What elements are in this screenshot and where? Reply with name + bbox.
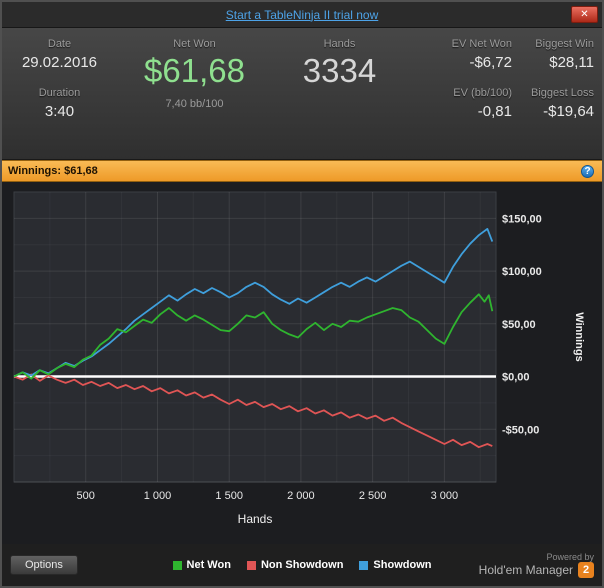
legend-label: Non Showdown (260, 559, 344, 571)
winnings-chart-panel: $150,00 $100,00 $50,00 $0,00 -$50,00 500 1 000… (2, 182, 602, 544)
x-tick-label: 1 500 (215, 490, 243, 502)
brand-block: Powered by Hold'em Manager 2 (479, 552, 594, 579)
legend-item-non-showdown: Non Showdown (246, 559, 344, 571)
legend-label: Net Won (186, 559, 231, 571)
biggest-loss-label: Biggest Loss (531, 87, 594, 99)
winnings-header-label: Winnings: $61,68 (8, 165, 98, 177)
series-line-showdown (13, 228, 494, 378)
winnings-header-bar: Winnings: $61,68 ? (2, 160, 602, 182)
close-button[interactable]: ✕ (571, 6, 598, 23)
hm2-logo-icon: 2 (578, 562, 594, 579)
options-button[interactable]: Options (10, 555, 78, 575)
showdown-swatch-icon (359, 560, 369, 570)
help-icon[interactable]: ? (581, 165, 594, 178)
top-bar: Start a TableNinja II trial now ✕ (2, 2, 602, 28)
x-axis-title: Hands (238, 512, 273, 526)
y-tick-label: $150,00 (502, 213, 542, 225)
net-won-swatch-icon (172, 560, 182, 570)
series-line-non-showdown (13, 373, 493, 449)
biggest-win-label: Biggest Win (535, 38, 594, 50)
biggest-win-value: $28,11 (549, 54, 594, 71)
duration-value: 3:40 (44, 103, 75, 120)
duration-label: Duration (38, 87, 81, 99)
x-tick-label: 500 (77, 490, 95, 502)
date-duration-column: Date 29.02.2016 Duration 3:40 (2, 38, 117, 159)
net-won-bb100: 7,40 bb/100 (165, 98, 224, 110)
y-tick-label: -$50,00 (502, 424, 539, 436)
ev-column: EV Net Won -$6,72 EV (bb/100) -0,81 (407, 38, 512, 159)
legend-item-showdown: Showdown (359, 559, 431, 571)
winnings-chart: $150,00 $100,00 $50,00 $0,00 -$50,00 500 1 000… (13, 191, 585, 526)
hands-label: Hands (323, 38, 356, 50)
x-tick-label: 2 000 (287, 490, 315, 502)
x-tick-label: 1 000 (144, 490, 172, 502)
legend-item-net-won: Net Won (172, 559, 231, 571)
net-won-value: $61,68 (144, 52, 245, 89)
hands-value: 3334 (302, 52, 377, 89)
y-tick-label: $0,00 (502, 372, 530, 384)
series-line-net-won (13, 293, 494, 380)
y-tick-label: $100,00 (502, 266, 542, 278)
tableninja-trial-link[interactable]: Start a TableNinja II trial now (225, 7, 379, 22)
net-won-label: Net Won (173, 38, 216, 50)
date-label: Date (47, 38, 72, 50)
brand-name: Hold'em Manager (478, 563, 573, 578)
biggest-loss-value: -$19,64 (543, 103, 594, 120)
plot-area (13, 191, 497, 483)
bottom-bar: Options Net Won Non Showdown Showdown Po… (2, 544, 602, 586)
y-axis-title: Winnings (573, 312, 585, 361)
biggest-column: Biggest Win $28,11 Biggest Loss -$19,64 (512, 38, 602, 159)
x-tick-label: 3 000 (431, 490, 459, 502)
chart-legend: Net Won Non Showdown Showdown (172, 559, 431, 571)
x-tick-label: 2 500 (359, 490, 387, 502)
ev-bb100-label: EV (bb/100) (453, 87, 512, 99)
net-won-column: Net Won $61,68 7,40 bb/100 (117, 38, 272, 159)
non-showdown-swatch-icon (246, 560, 256, 570)
powered-by-text: Powered by (546, 551, 594, 562)
date-value: 29.02.2016 (21, 54, 98, 71)
ev-net-won-value: -$6,72 (469, 54, 512, 71)
ev-bb100-value: -0,81 (477, 103, 512, 120)
ev-net-won-label: EV Net Won (451, 38, 512, 50)
hands-column: Hands 3334 (272, 38, 407, 159)
legend-label: Showdown (373, 559, 432, 571)
close-icon: ✕ (580, 9, 589, 20)
stats-panel: Date 29.02.2016 Duration 3:40 Net Won $6… (2, 28, 602, 160)
y-tick-label: $50,00 (502, 319, 536, 331)
